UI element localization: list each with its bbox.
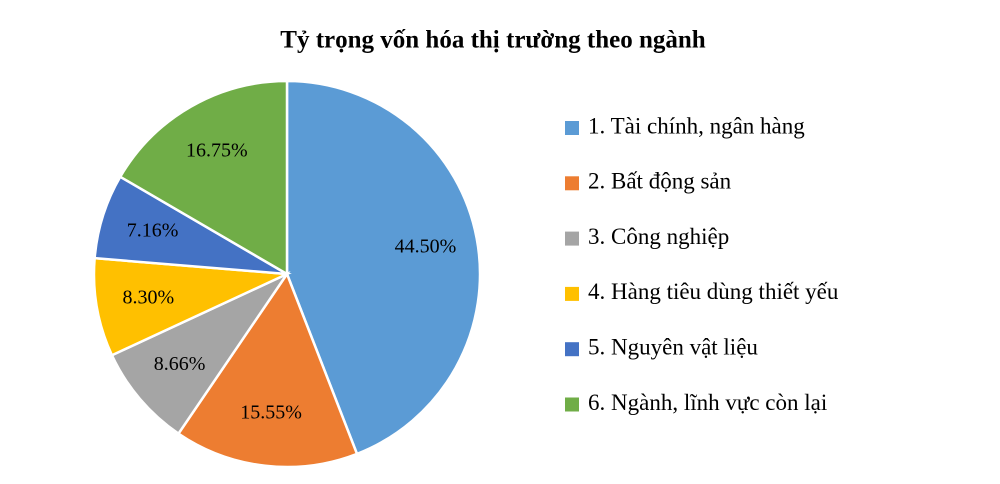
legend-label: 3. Công nghiệp bbox=[588, 224, 729, 249]
data-label: 44.50% bbox=[395, 236, 457, 258]
pie-slice bbox=[118, 79, 289, 277]
legend-label: 6. Ngành, lĩnh vực còn lại bbox=[588, 390, 827, 415]
legend-swatch bbox=[565, 397, 579, 412]
legend-swatch bbox=[565, 176, 579, 191]
pie-slice bbox=[285, 79, 482, 456]
pie-slice bbox=[92, 256, 292, 357]
legend-swatch bbox=[565, 342, 579, 357]
legend-label: 5. Nguyên vật liệu bbox=[588, 334, 758, 359]
legend-label: 4. Hàng tiêu dùng thiết yếu bbox=[588, 279, 839, 304]
data-label: 8.66% bbox=[154, 353, 206, 375]
legend-label: 2. Bất động sản bbox=[588, 169, 732, 194]
data-label: 16.75% bbox=[186, 139, 248, 161]
legend-swatch bbox=[565, 121, 579, 135]
pie-slice bbox=[110, 270, 291, 436]
legend-swatch bbox=[565, 286, 579, 301]
legend-label: 1. Tài chính, ngân hàng bbox=[588, 113, 805, 138]
data-label: 7.16% bbox=[127, 219, 179, 241]
data-label: 15.55% bbox=[240, 402, 302, 424]
pie-slice bbox=[176, 271, 359, 469]
legend-swatch bbox=[565, 231, 579, 246]
data-label: 8.30% bbox=[122, 286, 174, 308]
chart-title: Tỷ trọng vốn hóa thị trường theo ngành bbox=[280, 27, 706, 54]
